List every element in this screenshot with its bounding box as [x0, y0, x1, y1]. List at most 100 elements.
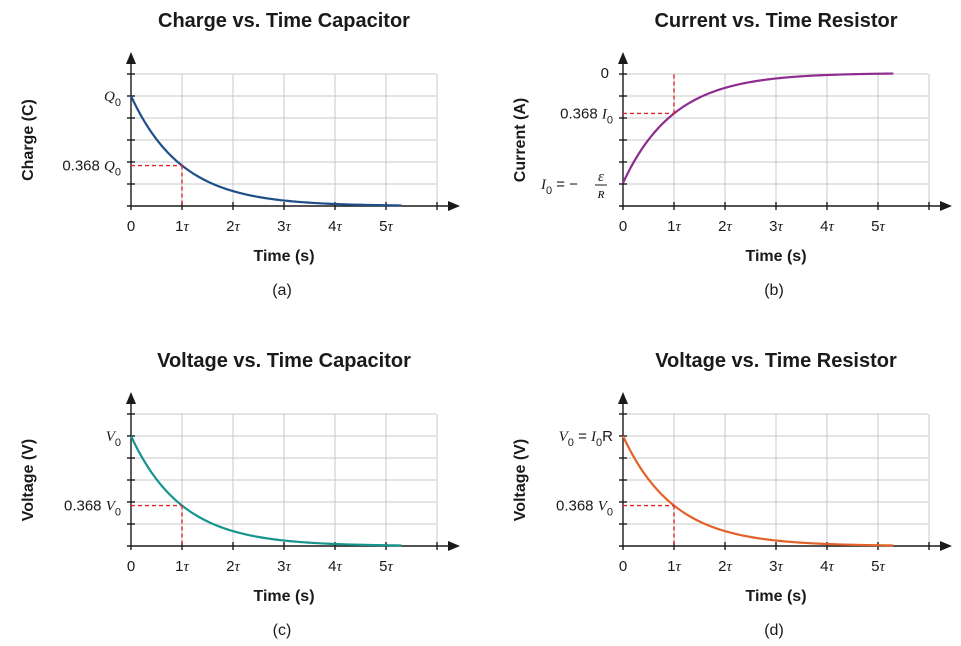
chart-title: Current vs. Time Resistor	[654, 10, 897, 32]
x-tick-tau: τ	[285, 559, 291, 575]
label-symbol: I	[601, 106, 608, 122]
chart-title: Voltage vs. Time Capacitor	[157, 350, 411, 372]
chart-title: Voltage vs. Time Resistor	[655, 350, 897, 372]
label-subscript: 0	[546, 185, 552, 197]
label-symbol: V	[559, 429, 570, 445]
x-tick-number: 1	[175, 558, 183, 575]
x-tick-number: 5	[871, 558, 879, 575]
x-axis-title: Time (s)	[253, 248, 314, 265]
grid	[623, 73, 930, 206]
label-subscript: 0	[115, 507, 121, 519]
x-tick-label: 4τ	[820, 218, 834, 235]
x-tick-number: 3	[769, 558, 777, 575]
x-tick-number: 5	[379, 218, 387, 235]
x-tick-tau: τ	[183, 559, 189, 575]
x-tick-tau: τ	[285, 219, 291, 235]
x-tick-label: 0	[127, 558, 135, 575]
label-subscript: 0	[568, 437, 574, 449]
y-axis-title: Charge (C)	[20, 99, 37, 181]
x-tick-tau: τ	[234, 559, 240, 575]
x-tick-label: 1τ	[175, 558, 189, 575]
y-label-zero: 0	[601, 65, 609, 82]
x-tick-number: 3	[769, 218, 777, 235]
x-tick-number: 4	[328, 218, 336, 235]
y-label-top: V0	[106, 429, 121, 449]
x-tick-label: 4τ	[328, 218, 342, 235]
x-tick-label: 5τ	[379, 558, 393, 575]
label-subscript: 0	[607, 507, 613, 519]
x-tick-number: 0	[127, 218, 135, 235]
x-tick-label: 3τ	[769, 558, 783, 575]
y-axis-arrow	[126, 392, 136, 404]
x-tick-label: 3τ	[769, 218, 783, 235]
label-suffix: =	[574, 428, 591, 445]
x-tick-label: 2τ	[718, 218, 732, 235]
x-tick-tau: τ	[777, 219, 783, 235]
x-tick-label: 0	[619, 218, 627, 235]
x-tick-label: 1τ	[667, 218, 681, 235]
x-tick-tau: τ	[777, 559, 783, 575]
label-symbol: V	[598, 499, 609, 515]
x-tick-tau: τ	[234, 219, 240, 235]
x-axis-arrow	[940, 541, 952, 551]
x-tick-label: 2τ	[226, 558, 240, 575]
x-tick-number: 2	[718, 218, 726, 235]
y-label-top: V0 = I0R	[559, 428, 614, 449]
x-axis-arrow	[448, 541, 460, 551]
x-tick-number: 0	[619, 558, 627, 575]
x-tick-tau: τ	[387, 559, 393, 575]
x-tick-label: 4τ	[328, 558, 342, 575]
label-prefix: 0.368	[556, 498, 598, 515]
data-curve	[130, 435, 402, 547]
x-tick-number: 4	[820, 558, 828, 575]
label-symbol: V	[106, 429, 117, 445]
x-tick-label: 5τ	[379, 218, 393, 235]
y-axis-arrow	[618, 52, 628, 64]
x-tick-tau: τ	[828, 559, 834, 575]
x-axis-arrow	[448, 201, 460, 211]
y-label-top: Q0	[104, 89, 121, 109]
data-curve	[622, 72, 894, 184]
x-tick-label: 3τ	[277, 218, 291, 235]
label-subscript: 0	[607, 114, 613, 126]
x-tick-number: 2	[718, 558, 726, 575]
label-suffix-2: R	[602, 428, 613, 445]
x-tick-tau: τ	[675, 219, 681, 235]
x-axis-arrow	[940, 201, 952, 211]
x-tick-tau: τ	[336, 219, 342, 235]
x-tick-tau: τ	[879, 559, 885, 575]
chart-caption: (a)	[272, 282, 292, 299]
label-symbol: Q	[104, 89, 115, 105]
label-symbol-2: I	[590, 429, 597, 445]
x-tick-label: 0	[619, 558, 627, 575]
x-tick-tau: τ	[726, 559, 732, 575]
x-tick-number: 3	[277, 218, 285, 235]
y-axis-title: Voltage (V)	[512, 439, 529, 521]
grid	[623, 413, 930, 546]
x-tick-label: 1τ	[175, 218, 189, 235]
x-axis-title: Time (s)	[745, 588, 806, 605]
data-curve	[130, 95, 402, 207]
x-tick-label: 5τ	[871, 558, 885, 575]
x-axis-title: Time (s)	[745, 248, 806, 265]
y-label-reference: 0.368 V0	[64, 498, 121, 519]
chart-caption: (d)	[764, 622, 784, 639]
data-curve	[622, 435, 894, 547]
x-tick-label: 4τ	[820, 558, 834, 575]
x-tick-tau: τ	[675, 559, 681, 575]
x-tick-number: 2	[226, 558, 234, 575]
label-prefix: 0.368	[64, 498, 106, 515]
chart-title: Charge vs. Time Capacitor	[158, 10, 410, 32]
label-prefix: 0.368	[62, 158, 104, 175]
x-tick-label: 2τ	[718, 558, 732, 575]
x-tick-number: 0	[619, 218, 627, 235]
y-axis-title: Current (A)	[512, 98, 529, 182]
grid	[131, 413, 438, 546]
y-label-reference: 0.368 Q0	[62, 158, 121, 179]
label-symbol: I	[540, 177, 547, 193]
x-tick-number: 5	[871, 218, 879, 235]
